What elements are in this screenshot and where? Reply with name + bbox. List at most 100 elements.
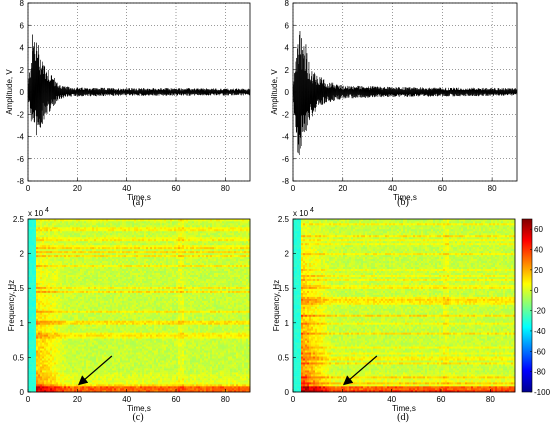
spectrogram-cell (108, 340, 110, 342)
spectrogram-cell (42, 291, 44, 293)
spectrogram-cell (110, 348, 112, 350)
spectrogram-cell (76, 295, 78, 297)
spectrogram-cell (104, 324, 106, 326)
spectrogram-cell (112, 358, 114, 360)
spectrogram-cell (108, 312, 110, 314)
spectrogram-cell (112, 372, 114, 374)
spectrogram-cell (62, 225, 64, 227)
spectrogram-cell (38, 267, 40, 269)
spectrogram-cell (84, 370, 86, 372)
spectrogram-cell (106, 279, 108, 281)
spectrogram-cell (110, 378, 112, 380)
spectrogram-cell (82, 293, 84, 295)
spectrogram-cell (92, 289, 94, 291)
spectrogram-cell (70, 350, 72, 352)
spectrogram-cell (132, 289, 134, 291)
spectrogram-cell (64, 374, 66, 376)
spectrogram-cell (54, 229, 56, 231)
spectrogram-cell (84, 318, 86, 320)
spectrogram-cell (78, 330, 80, 332)
spectrogram-cell (128, 332, 130, 334)
spectrogram-cell (64, 380, 66, 382)
spectrogram-cell (56, 366, 58, 368)
spectrogram-cell (140, 338, 142, 340)
spectrogram-cell (128, 231, 130, 233)
spectrogram-cell (80, 344, 82, 346)
spectrogram-cell (136, 344, 138, 346)
spectrogram-cell (98, 354, 100, 356)
spectrogram-cell (54, 356, 56, 358)
spectrogram-cell (114, 237, 116, 239)
spectrogram-cell (104, 293, 106, 295)
spectrogram-cell (104, 303, 106, 305)
spectrogram-cell (68, 239, 70, 241)
spectrogram-cell (112, 299, 114, 301)
spectrogram-cell (64, 346, 66, 348)
spectrogram-cell (116, 332, 118, 334)
spectrogram-cell (36, 253, 38, 255)
spectrogram-cell (132, 303, 134, 305)
spectrogram-cell (54, 370, 56, 372)
spectrogram-cell (118, 344, 120, 346)
spectrogram-cell (58, 374, 60, 376)
spectrogram-cell (84, 334, 86, 336)
spectrogram-cell (120, 235, 122, 237)
spectrogram-cell (84, 253, 86, 255)
spectrogram-cell (56, 225, 58, 227)
spectrogram-cell (38, 231, 40, 233)
spectrogram-cell (84, 225, 86, 227)
spectrogram-cell (120, 251, 122, 253)
spectrogram-cell (36, 374, 38, 376)
spectrogram-cell (84, 251, 86, 253)
spectrogram-cell (38, 241, 40, 243)
spectrogram-cell (94, 251, 96, 253)
spectrogram-cell (72, 267, 74, 269)
spectrogram-cell (32, 352, 34, 354)
spectrogram-cell (54, 249, 56, 251)
spectrogram-cell (124, 237, 126, 239)
spectrogram-cell (92, 366, 94, 368)
spectrogram-cell (88, 281, 90, 283)
spectrogram-cell (84, 283, 86, 285)
spectrogram-cell (104, 306, 106, 308)
spectrogram-cell (118, 237, 120, 239)
spectrogram-cell (136, 239, 138, 241)
spectrogram-cell (136, 305, 138, 307)
spectrogram-cell (100, 314, 102, 316)
spectrogram-cell (32, 342, 34, 344)
spectrogram-cell (120, 330, 122, 332)
spectrogram-cell (82, 239, 84, 241)
spectrogram-cell (78, 235, 80, 237)
spectrogram-cell (106, 330, 108, 332)
spectrogram-cell (132, 326, 134, 328)
spectrogram-cell (110, 312, 112, 314)
spectrogram-cell (102, 384, 104, 386)
spectrogram-cell (80, 235, 82, 237)
spectrogram-cell (122, 297, 124, 299)
spectrogram-cell (58, 253, 60, 255)
spectrogram-cell (126, 364, 128, 366)
spectrogram-cell (106, 289, 108, 291)
spectrogram-cell (120, 273, 122, 275)
spectrogram-cell (90, 281, 92, 283)
spectrogram-cell (40, 374, 42, 376)
spectrogram-cell (114, 376, 116, 378)
spectrogram-cell (104, 370, 106, 372)
spectrogram-cell (96, 326, 98, 328)
spectrogram-cell (60, 354, 62, 356)
spectrogram-cell (48, 229, 50, 231)
spectrogram-cell (130, 293, 132, 295)
spectrogram-cell (48, 386, 50, 388)
spectrogram-cell (126, 362, 128, 364)
spectrogram-cell (78, 237, 80, 239)
spectrogram-cell (104, 334, 106, 336)
spectrogram-cell (134, 227, 136, 229)
spectrogram-cell (46, 257, 48, 259)
spectrogram-cell (86, 299, 88, 301)
spectrogram-cell (32, 281, 34, 283)
spectrogram-cell (56, 233, 58, 235)
spectrogram-cell (48, 265, 50, 267)
spectrogram-cell (106, 251, 108, 253)
spectrogram-cell (102, 291, 104, 293)
spectrogram-cell (108, 261, 110, 263)
